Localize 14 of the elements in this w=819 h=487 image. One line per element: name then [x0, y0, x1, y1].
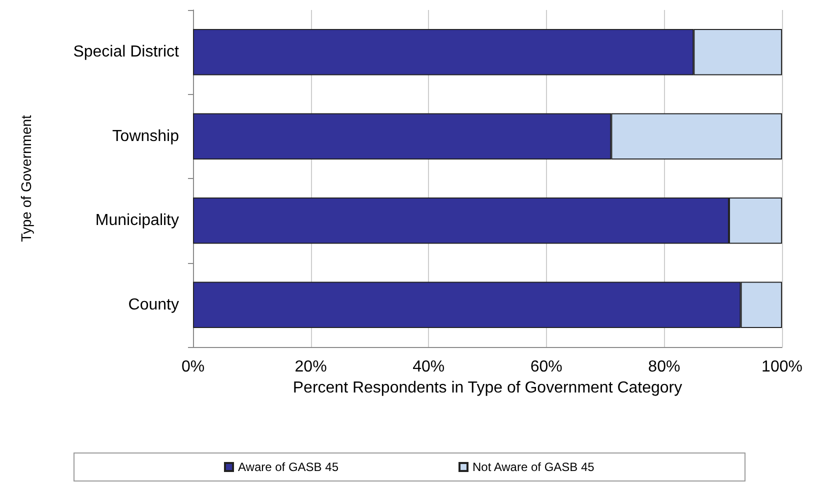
x-tick-label: 20%: [294, 358, 327, 376]
x-tick-label: 0%: [181, 358, 205, 376]
legend-label: Not Aware of GASB 45: [472, 460, 595, 474]
x-tick-label: 60%: [530, 358, 562, 376]
y-tick-label: County: [128, 296, 179, 314]
x-axis-title: Percent Respondents in Type of Government Category: [292, 379, 682, 396]
y-axis-title: Type of Government: [18, 114, 34, 242]
x-tick-label: 40%: [412, 358, 445, 376]
y-tick-label: Municipality: [95, 212, 179, 230]
x-tick-label: 100%: [762, 358, 802, 376]
y-tick-label: Special District: [73, 44, 180, 61]
y-tick-label: Township: [112, 128, 180, 145]
legend-label: Aware of GASB 45: [238, 460, 339, 474]
x-tick-label: 80%: [648, 358, 680, 376]
